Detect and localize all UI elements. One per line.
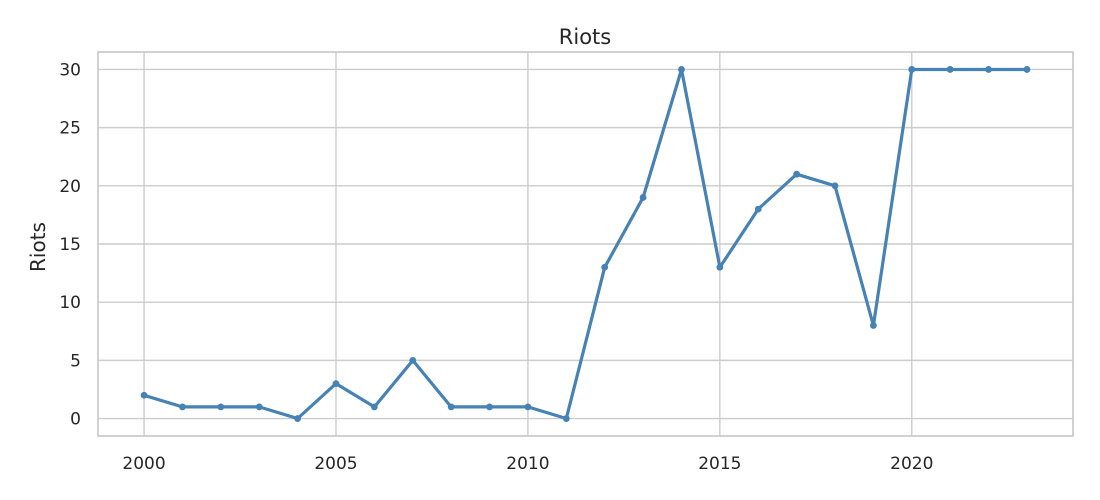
chart-title: Riots xyxy=(559,25,611,49)
data-point xyxy=(370,403,378,411)
tick-labels: 2000 2005 2010 2015 2020 0 5 10 15 20 25 30 xyxy=(59,60,933,474)
data-point xyxy=(409,356,417,364)
data-point xyxy=(179,403,186,411)
data-point xyxy=(754,205,762,213)
x-tick-label: 2015 xyxy=(698,454,741,474)
data-point xyxy=(946,66,954,73)
data-point xyxy=(793,170,801,178)
x-tick-label: 2005 xyxy=(314,454,357,474)
series-group xyxy=(140,66,1031,422)
data-point xyxy=(985,66,992,73)
y-tick-label: 10 xyxy=(59,293,81,313)
y-axis-label: Riots xyxy=(26,222,50,272)
y-tick-label: 25 xyxy=(59,119,81,139)
y-tick-label: 30 xyxy=(59,60,81,80)
data-point xyxy=(332,380,340,388)
data-point xyxy=(639,194,647,201)
data-point xyxy=(255,403,263,411)
data-point xyxy=(908,66,916,73)
y-tick-label: 20 xyxy=(59,177,81,197)
data-point xyxy=(562,415,570,422)
y-tick-label: 5 xyxy=(70,351,81,371)
series-line xyxy=(142,67,1029,421)
data-point xyxy=(831,182,839,190)
data-point xyxy=(447,403,455,411)
data-point xyxy=(294,415,302,422)
data-point xyxy=(524,403,532,411)
plot-frame xyxy=(97,51,1074,437)
data-point xyxy=(716,263,724,271)
y-tick-label: 0 xyxy=(70,410,81,430)
x-tick-label: 2020 xyxy=(890,454,933,474)
y-tick-label: 15 xyxy=(59,235,81,255)
gridlines xyxy=(98,52,1073,436)
data-point xyxy=(601,263,609,271)
x-tick-label: 2010 xyxy=(506,454,549,474)
data-point xyxy=(140,391,148,399)
data-point xyxy=(869,322,877,329)
data-point xyxy=(217,403,225,411)
x-tick-label: 2000 xyxy=(122,454,165,474)
data-point xyxy=(678,66,685,73)
data-point xyxy=(1023,66,1031,73)
data-point xyxy=(486,403,493,411)
